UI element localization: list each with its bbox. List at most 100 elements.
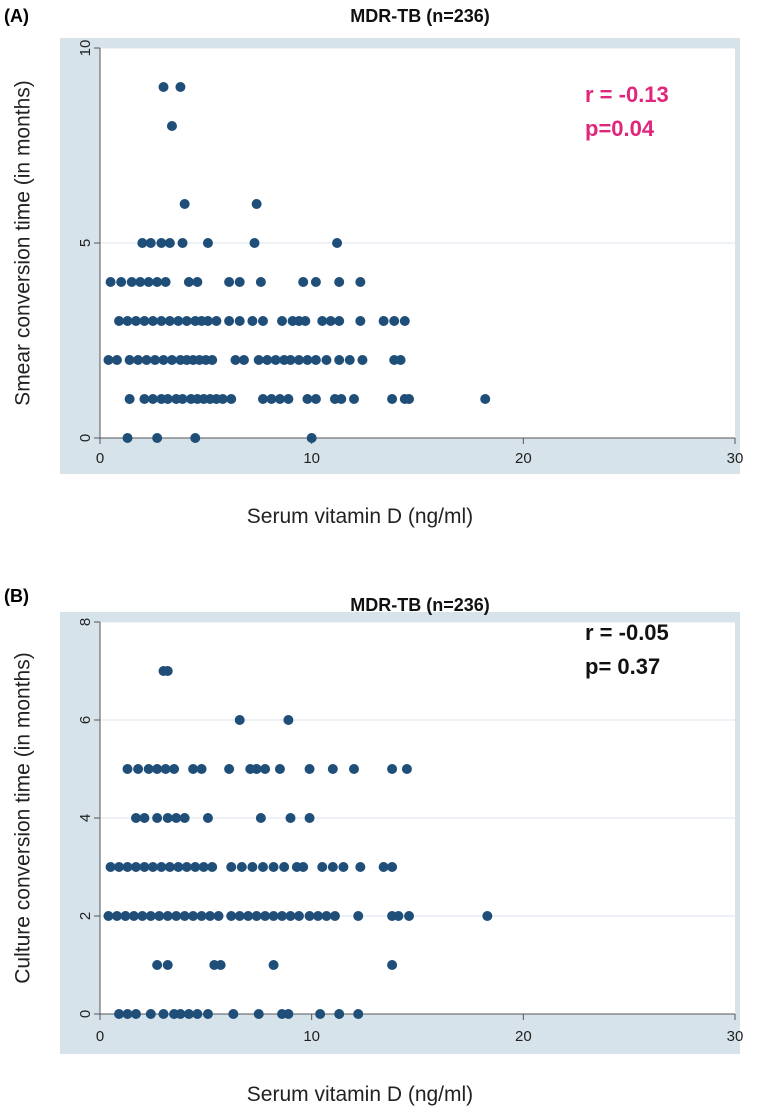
scatter-point — [349, 394, 359, 404]
scatter-point — [480, 394, 491, 404]
scatter-point — [334, 1009, 345, 1019]
scatter-point — [338, 862, 349, 872]
scatter-point — [249, 238, 260, 248]
scatter-point — [141, 355, 152, 365]
scatter-point — [266, 394, 277, 404]
scatter-point — [401, 764, 412, 774]
scatter-point — [202, 1009, 213, 1019]
x-tick-label: 30 — [727, 450, 744, 467]
scatter-point — [190, 862, 201, 872]
scatter-point — [310, 394, 321, 404]
scatter-point — [120, 911, 131, 921]
scatter-point — [162, 666, 173, 676]
scatter-point — [327, 862, 338, 872]
scatter-point — [228, 1009, 239, 1019]
scatter-point — [257, 394, 268, 404]
annotation-r: r = -0.13 — [585, 82, 669, 107]
scatter-point — [116, 277, 127, 287]
scatter-point — [181, 316, 192, 326]
scatter-point — [283, 1009, 294, 1019]
x-tick-label: 10 — [303, 1028, 320, 1045]
scatter-point — [332, 238, 343, 248]
scatter-point — [130, 1009, 141, 1019]
scatter-point — [302, 355, 313, 365]
scatter-point — [196, 911, 207, 921]
scatter-point — [147, 316, 158, 326]
scatter-point — [253, 1009, 264, 1019]
panel-a: (A) MDR-TB (n=236) 0 5 10 0 10 20 30 Serum vitam… — [0, 0, 771, 540]
scatter-point — [298, 862, 309, 872]
x-axis-label: Serum vitamin D (ng/ml) — [247, 1083, 473, 1106]
scatter-point — [137, 238, 148, 248]
scatter-point — [147, 394, 158, 404]
scatter-point — [482, 911, 493, 921]
x-axis-label: Serum vitamin D (ng/ml) — [247, 505, 473, 528]
scatter-point — [310, 277, 321, 287]
y-axis-label: Culture conversion time (in months) — [12, 652, 35, 983]
scatter-point — [152, 764, 163, 774]
scatter-point — [156, 238, 167, 248]
scatter-point — [188, 764, 199, 774]
scatter-point — [164, 316, 175, 326]
scatter-point — [177, 394, 188, 404]
scatter-point — [147, 862, 158, 872]
x-tick-label: 0 — [96, 1028, 104, 1045]
scatter-point — [202, 316, 213, 326]
scatter-point — [202, 813, 213, 823]
scatter-point — [158, 1009, 169, 1019]
scatter-point — [300, 316, 311, 326]
scatter-point — [387, 764, 398, 774]
scatter-point — [207, 355, 218, 365]
scatter-point — [268, 960, 279, 970]
scatter-point — [162, 911, 173, 921]
scatter-point — [143, 764, 154, 774]
scatter-point — [387, 394, 398, 404]
panel-label-a: (A) — [4, 6, 29, 26]
scatter-point — [310, 355, 321, 365]
scatter-point — [315, 1009, 326, 1019]
scatter-point — [179, 813, 190, 823]
scatter-point — [253, 355, 264, 365]
y-tick-label: 0 — [77, 1010, 94, 1018]
scatter-point — [145, 238, 156, 248]
scatter-point — [268, 911, 279, 921]
annotation-p: p=0.04 — [585, 116, 655, 141]
scatter-point — [124, 394, 135, 404]
scatter-points — [103, 82, 491, 443]
scatter-point — [325, 316, 336, 326]
scatter-point — [133, 764, 144, 774]
y-tick-label: 4 — [77, 814, 94, 822]
scatter-point — [224, 316, 235, 326]
scatter-point — [190, 433, 201, 443]
scatter-point — [226, 862, 237, 872]
scatter-point — [251, 764, 262, 774]
scatter-point — [137, 911, 148, 921]
scatter-point — [243, 911, 254, 921]
scatter-point — [156, 862, 167, 872]
annotation-p: p= 0.37 — [585, 654, 660, 679]
scatter-point — [238, 355, 249, 365]
scatter-point — [105, 277, 116, 287]
scatter-point — [395, 355, 406, 365]
scatter-point — [177, 238, 188, 248]
scatter-point — [145, 911, 156, 921]
scatter-point — [122, 764, 133, 774]
scatter-point — [158, 82, 169, 92]
y-tick-label: 8 — [77, 618, 94, 626]
scatter-point — [175, 82, 186, 92]
scatter-point — [103, 911, 114, 921]
scatter-point — [251, 911, 262, 921]
scatter-point — [122, 1009, 133, 1019]
scatter-point — [317, 862, 328, 872]
scatter-point — [321, 911, 332, 921]
scatter-point — [154, 911, 165, 921]
scatter-point — [327, 764, 338, 774]
scatter-point — [357, 355, 368, 365]
scatter-point — [260, 911, 271, 921]
scatter-point — [158, 355, 169, 365]
scatter-point — [135, 277, 146, 287]
scatter-point — [304, 911, 315, 921]
scatter-point — [211, 316, 222, 326]
scatter-point — [224, 277, 235, 287]
chart-title: MDR-TB (n=236) — [350, 6, 490, 26]
